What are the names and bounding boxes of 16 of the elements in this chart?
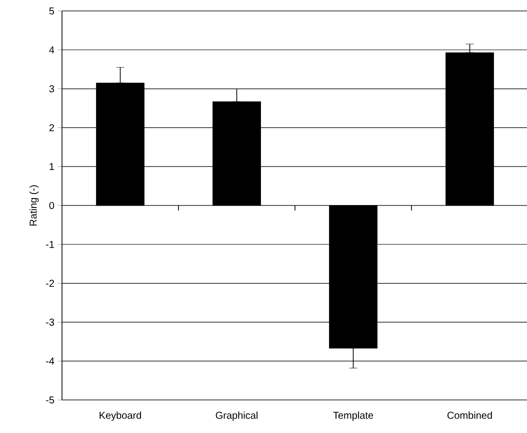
y-axis-title: Rating (-) (29, 185, 39, 226)
y-tick-label: 2 (49, 124, 54, 132)
y-tick-label: 3 (49, 85, 54, 92)
y-tick-label: 0 (49, 202, 54, 210)
x-tick-label: Template (333, 412, 374, 421)
y-tick-label: -5 (46, 396, 54, 404)
x-tick-label: Graphical (216, 412, 258, 421)
y-tick-label: 1 (50, 163, 54, 170)
y-tick-label: -3 (46, 318, 54, 326)
y-tick-label: 5 (49, 7, 54, 14)
x-tick-label: Keyboard (100, 412, 142, 421)
y-tick-label: -1 (46, 240, 54, 248)
x-tick-label: Combined (447, 412, 492, 419)
y-tick-label: -2 (46, 280, 54, 287)
y-tick-label: 4 (49, 46, 54, 54)
y-tick-label: -4 (46, 358, 54, 365)
